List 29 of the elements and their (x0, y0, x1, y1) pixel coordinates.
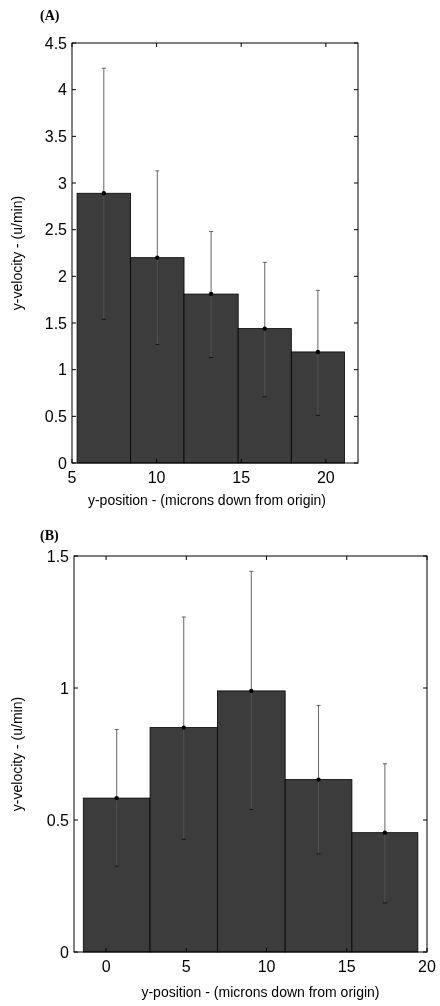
y-tick-label: 2 (58, 267, 68, 285)
x-tick-label: 5 (181, 958, 191, 975)
chart-title: (A) (40, 8, 60, 24)
y-tick-label: 2.5 (44, 221, 68, 239)
y-tick-label: 4.5 (44, 34, 68, 52)
y-tick-label: 4 (58, 81, 68, 99)
y-tick-label: 0.5 (46, 811, 70, 829)
y-tick-label: 3.5 (44, 127, 68, 145)
y-tick-label: 1.5 (46, 547, 70, 565)
x-tick-label: 10 (257, 958, 276, 975)
y-axis-title: y-velocity - (u/min) (9, 195, 25, 311)
y-tick-label: 1 (60, 679, 70, 697)
x-tick-label: 20 (316, 469, 335, 486)
y-tick-label: 1.5 (44, 314, 68, 332)
x-tick-label: 20 (418, 958, 436, 975)
y-tick-label: 0 (58, 454, 68, 472)
x-tick-label: 0 (101, 958, 111, 975)
y-axis-title: y-velocity - (u/min) (9, 696, 25, 812)
x-tick-label: 5 (67, 469, 77, 486)
y-tick-label: 3 (58, 174, 68, 192)
y-tick-label: 1 (58, 361, 68, 379)
y-tick-label: 0 (60, 943, 70, 961)
x-tick-label: 10 (147, 469, 166, 486)
chart-title: (B) (40, 528, 59, 544)
x-tick-label: 15 (337, 958, 356, 975)
x-axis-title: y-position - (microns down from origin) (141, 984, 380, 1000)
x-tick-label: 15 (232, 469, 251, 486)
x-axis-title: y-position - (microns down from origin) (87, 492, 327, 508)
y-tick-label: 0.5 (44, 407, 68, 425)
